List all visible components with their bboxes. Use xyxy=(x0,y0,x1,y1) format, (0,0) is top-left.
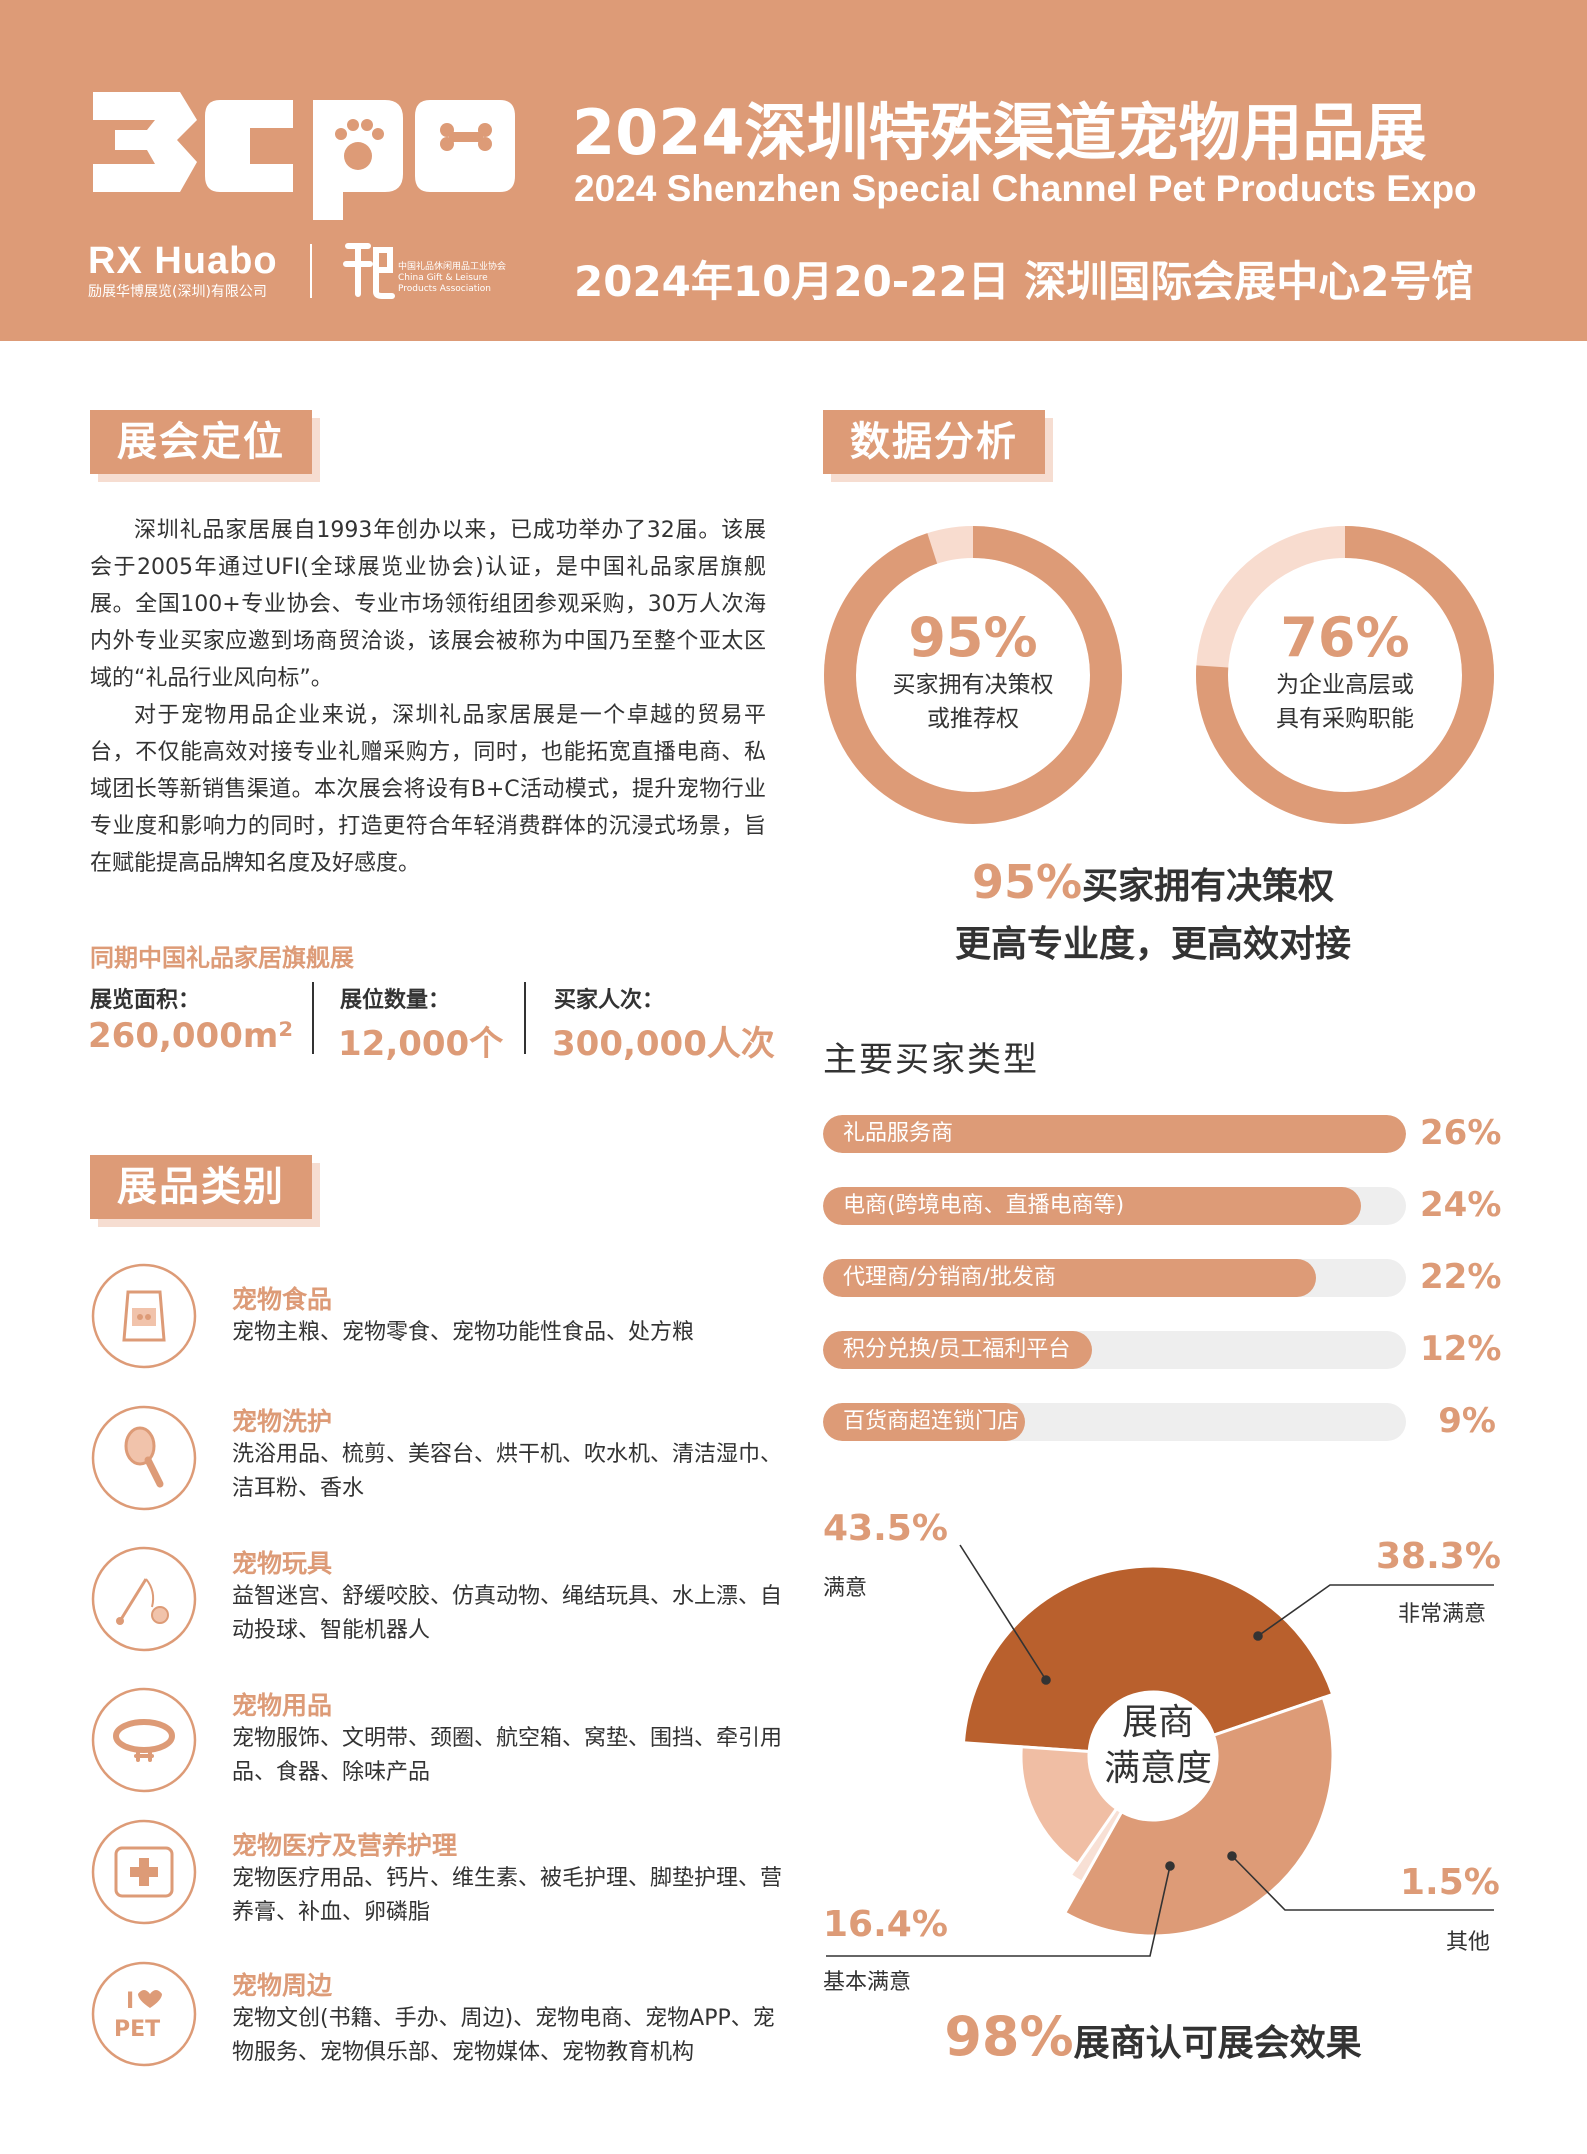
stat-label-buyers: 买家人次： xyxy=(554,988,665,1013)
donut-arc xyxy=(1196,526,1494,824)
intro-paragraph-1: 深圳礼品家居展自1993年创办以来，已成功举办了32届。该展会于2005年通过U… xyxy=(90,518,766,691)
expo-subtitle-en: 2024 Shenzhen Special Channel Pet Produc… xyxy=(574,168,1477,209)
pie-slice xyxy=(1019,1745,1119,1867)
recognition-claim-text: 展商认可展会效果 xyxy=(1073,2023,1362,2064)
association-name: 中国礼品休闲用品工业协会 China Gift & Leisure Produc… xyxy=(398,262,507,294)
section-tag-categories: 展品类别 xyxy=(90,1155,320,1227)
bar-track: 百货商超连锁门店 xyxy=(823,1403,1406,1441)
stat-divider xyxy=(524,982,526,1054)
category-title: 宠物洗护 xyxy=(232,1407,333,1436)
bar-value-label: 22% xyxy=(1420,1257,1502,1297)
bar-category-label: 积分兑换/员工福利平台 xyxy=(843,1337,1071,1362)
bar-value-label: 26% xyxy=(1420,1113,1502,1153)
recognition-claim-pct: 98% xyxy=(944,2005,1074,2068)
category-desc: 宠物主粮、宠物零食、宠物功能性食品、处方粮 xyxy=(232,1320,695,1345)
category-title: 宠物玩具 xyxy=(232,1549,333,1578)
pie-center-line1: 展商 xyxy=(1121,1702,1194,1743)
organizer-subtitle: 励展华博展览(深圳)有限公司 xyxy=(88,284,267,300)
svg-text:I: I xyxy=(126,1989,134,2014)
bar xyxy=(823,1331,1092,1369)
3cpe-logo-icon xyxy=(93,92,515,220)
buyers-chart-title: 主要买家类型 xyxy=(823,1040,1039,1080)
category-desc: 宠物文创(书籍、手办、周边)、宠物电商、宠物APP、宠物服务、宠物俱乐部、宠物媒… xyxy=(232,2006,775,2065)
pie-category-label: 其他 xyxy=(1446,1930,1491,1955)
donut-label-line2: 或推荐权 xyxy=(927,706,1019,732)
pet-collar-icon xyxy=(91,1687,197,1793)
bar-category-label: 代理商/分销商/批发商 xyxy=(843,1265,1056,1290)
bar-value-label: 9% xyxy=(1438,1401,1496,1441)
section-tag-positioning: 展会定位 xyxy=(90,410,320,482)
donut-chart-decision xyxy=(824,526,1122,824)
expo-title: 2024深圳特殊渠道宠物用品展 xyxy=(572,96,1427,169)
grooming-brush-icon xyxy=(91,1405,197,1511)
section-title-positioning: 展会定位 xyxy=(90,410,312,474)
donut-pct: 76% xyxy=(1280,606,1410,669)
decision-claim-text: 买家拥有决策权 xyxy=(1082,866,1335,907)
pie-value-label: 43.5% xyxy=(823,1508,948,1549)
section-title-analysis: 数据分析 xyxy=(823,410,1045,474)
sync-expo-title: 同期中国礼品家居旗舰展 xyxy=(90,944,354,972)
intro-text: 深圳礼品家居展自1993年创办以来，已成功举办了32届。该展会于2005年通过U… xyxy=(90,512,766,882)
bar-track: 电商(跨境电商、直播电商等) xyxy=(823,1187,1406,1225)
pie-category-label: 满意 xyxy=(823,1576,868,1601)
category-desc: 洗浴用品、梳剪、美容台、烘干机、吹水机、清洁湿巾、洁耳粉、香水 xyxy=(232,1442,783,1501)
header-divider xyxy=(310,244,312,298)
pie-value-label: 16.4% xyxy=(823,1904,948,1945)
pie-value-label: 1.5% xyxy=(1400,1862,1500,1903)
expo-date-venue: 2024年10月20-22日 深圳国际会展中心2号馆 xyxy=(574,257,1474,306)
stat-value-area: 260,000m² xyxy=(88,1016,294,1056)
bar-category-label: 礼品服务商 xyxy=(843,1121,954,1146)
category-title: 宠物医疗及营养护理 xyxy=(232,1831,458,1860)
section-tag-analysis: 数据分析 xyxy=(823,410,1053,482)
donut-label-line1: 买家拥有决策权 xyxy=(892,672,1054,698)
decision-claim-pct: 95% xyxy=(971,855,1083,909)
pie-category-label: 基本满意 xyxy=(823,1970,912,1995)
donut-pct: 95% xyxy=(908,606,1038,669)
category-desc: 宠物医疗用品、钙片、维生素、被毛护理、脚垫护理、营养膏、补血、卵磷脂 xyxy=(232,1866,783,1925)
donut-arc xyxy=(824,526,1122,824)
stat-label-area: 展览面积： xyxy=(90,988,201,1013)
stat-divider xyxy=(312,982,314,1054)
section-title-categories: 展品类别 xyxy=(90,1155,312,1219)
bar-track: 礼品服务商 xyxy=(823,1115,1406,1153)
donut-label-line2: 具有采购职能 xyxy=(1276,706,1414,732)
organizer-name: RX Huabo xyxy=(88,240,278,282)
association-logo-icon xyxy=(343,243,395,299)
svg-text:PET: PET xyxy=(114,2017,160,2042)
category-title: 宠物用品 xyxy=(232,1691,333,1720)
pie-category-label: 非常满意 xyxy=(1398,1602,1487,1627)
category-title: 宠物周边 xyxy=(232,1971,333,2000)
stat-value-buyers: 300,000人次 xyxy=(552,1024,775,1064)
decision-claim-line2: 更高专业度，更高效对接 xyxy=(954,924,1351,965)
decision-claim: 95%买家拥有决策权 xyxy=(823,855,1483,909)
bar-category-label: 百货商超连锁门店 xyxy=(843,1409,1020,1434)
cat-teaser-toy-icon xyxy=(91,1546,197,1652)
donut-label-line1: 为企业高层或 xyxy=(1276,672,1414,698)
bar xyxy=(823,1259,1316,1297)
bar-category-label: 电商(跨境电商、直播电商等) xyxy=(843,1193,1125,1218)
recognition-claim: 98%展商认可展会效果 xyxy=(823,2005,1483,2068)
bar-track: 积分兑换/员工福利平台 xyxy=(823,1331,1406,1369)
bar-value-label: 24% xyxy=(1420,1185,1502,1225)
bar-track: 代理商/分销商/批发商 xyxy=(823,1259,1406,1297)
bar xyxy=(823,1187,1361,1225)
bar xyxy=(823,1403,1025,1441)
stat-label-booths: 展位数量： xyxy=(340,988,451,1013)
pet-food-bag-icon xyxy=(91,1263,197,1369)
pie-value-label: 38.3% xyxy=(1376,1536,1501,1577)
bar xyxy=(823,1115,1406,1153)
stat-value-booths: 12,000个 xyxy=(338,1024,504,1064)
pie-center-label: 展商 满意度 xyxy=(1058,1700,1258,1792)
bar-value-label: 12% xyxy=(1420,1329,1502,1369)
intro-paragraph-2: 对于宠物用品企业来说，深圳礼品家居展是一个卓越的贸易平台，不仅能高效对接专业礼赠… xyxy=(90,703,766,876)
category-title: 宠物食品 xyxy=(232,1285,333,1314)
category-desc: 益智迷宫、舒缓咬胶、仿真动物、绳结玩具、水上漂、自动投球、智能机器人 xyxy=(232,1584,783,1643)
medical-cross-icon xyxy=(91,1819,197,1925)
category-desc: 宠物服饰、文明带、颈圈、航空箱、窝垫、围挡、牵引用品、食器、除味产品 xyxy=(232,1726,783,1785)
i-love-pet-icon: I PET xyxy=(91,1961,197,2067)
donut-chart-executive xyxy=(1196,526,1494,824)
pie-center-line2: 满意度 xyxy=(1103,1748,1212,1789)
